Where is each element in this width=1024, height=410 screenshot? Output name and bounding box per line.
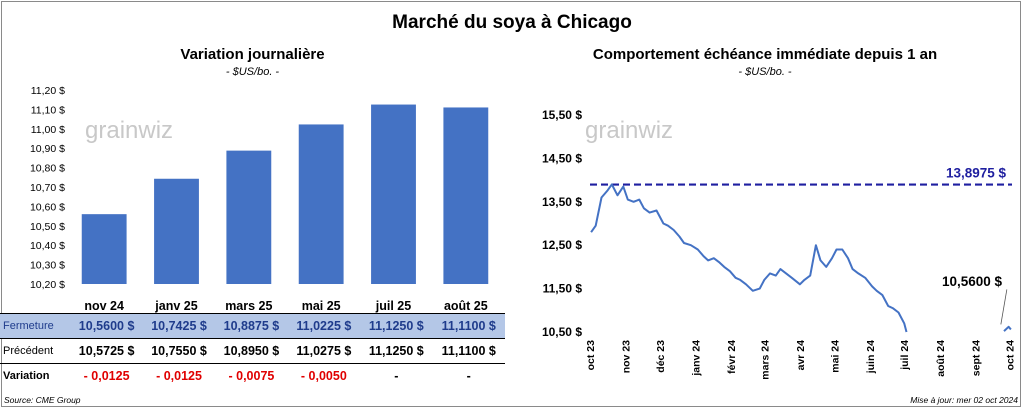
reference-label: 13,8975 $ — [946, 166, 1007, 181]
table-cell: 10,8950 $ — [215, 338, 288, 364]
bar — [226, 150, 272, 284]
x-tick-label: août 25 — [444, 299, 488, 313]
line-chart-title: Comportement échéance immédiate depuis 1… — [592, 46, 938, 63]
x-tick-label: janv 24 — [691, 340, 703, 377]
table-cell: - 0,0125 — [83, 369, 130, 383]
x-tick-label: mai 24 — [829, 340, 841, 373]
table-cell: - — [394, 369, 399, 383]
table-cell: 10,7425 $ — [142, 313, 216, 339]
x-tick-label: mars 24 — [759, 340, 771, 380]
table-row-close: Fermeture 10,5600 $ 10,7425 $ 10,8875 $ … — [0, 313, 505, 339]
x-tick-label: avr 24 — [795, 340, 807, 371]
table-cell: 11,0225 $ — [287, 313, 361, 339]
row-label: Fermeture — [0, 313, 71, 339]
y-tick-label: 14,50 $ — [542, 151, 582, 165]
y-tick-label: 10,90 $ — [30, 143, 65, 155]
last-value-label: 10,5600 $ — [942, 274, 1003, 289]
row-label: Précédent — [0, 338, 71, 364]
table-cell: 11,1250 $ — [360, 338, 433, 364]
table-cell: 11,1250 $ — [360, 313, 433, 339]
y-tick-label: 11,00 $ — [31, 124, 65, 136]
bar — [443, 107, 489, 285]
last-value-pointer — [1000, 289, 1008, 325]
price-table: Fermeture 10,5600 $ 10,7425 $ 10,8875 $ … — [0, 313, 505, 388]
y-tick-label: 11,50 $ — [543, 282, 583, 296]
bar-chart: grainwiz 10,20 $ 10,30 $ 10,40 $ 10,50 $ 10,… — [30, 85, 489, 313]
x-tick-label: mai 25 — [302, 299, 341, 313]
bar — [81, 214, 127, 284]
bar — [298, 124, 344, 284]
x-tick-label: juil 24 — [899, 340, 911, 371]
x-tick-label: févr 24 — [726, 340, 738, 374]
update-date: Mise à jour: mer 02 oct 2024 — [910, 395, 1018, 405]
watermark-logo: grainwiz — [585, 117, 673, 144]
table-cell: - 0,0125 — [156, 369, 202, 383]
x-tick-label: juil 25 — [375, 299, 411, 313]
price-line — [1003, 325, 1012, 332]
x-tick-label: oct 24 — [1005, 340, 1017, 371]
x-tick-label: nov 24 — [84, 299, 124, 313]
y-tick-label: 10,50 $ — [542, 325, 582, 339]
table-cell: 11,1100 $ — [432, 313, 505, 339]
x-tick-label: sept 24 — [970, 340, 982, 376]
bar — [154, 178, 199, 284]
y-tick-label: 10,50 $ — [30, 221, 65, 233]
price-line — [590, 183, 908, 333]
x-tick-label: déc 23 — [655, 340, 667, 373]
x-tick-label: juin 24 — [865, 340, 877, 374]
table-row-previous: Précédent 10,5725 $ 10,7550 $ 10,8950 $ … — [0, 338, 505, 364]
table-row-variation: Variation - 0,0125 - 0,0125 - 0,0075 - 0… — [0, 364, 505, 389]
table-cell: - — [466, 369, 471, 383]
table-cell: 10,5725 $ — [70, 338, 143, 364]
table-cell: 11,0275 $ — [287, 338, 361, 364]
watermark-logo: grainwiz — [85, 117, 173, 144]
y-tick-label: 10,20 $ — [30, 279, 65, 291]
table-cell: 11,1100 $ — [432, 338, 505, 364]
source-note: Source: CME Group — [4, 395, 81, 405]
table-cell: 10,8875 $ — [215, 313, 288, 339]
y-tick-label: 10,60 $ — [30, 201, 65, 213]
y-tick-label: 10,40 $ — [30, 240, 65, 252]
x-tick-label: août 24 — [935, 340, 947, 377]
table-cell: - 0,0075 — [228, 369, 275, 383]
line-chart-unit: - $US/bo. - — [738, 66, 792, 78]
y-tick-label: 12,50 $ — [542, 238, 582, 252]
y-tick-label: 10,70 $ — [30, 182, 65, 194]
x-tick-label: janv 25 — [154, 299, 197, 313]
x-tick-label: nov 23 — [621, 340, 633, 373]
table-cell: 10,5600 $ — [70, 313, 143, 339]
x-tick-label: oct 23 — [585, 340, 597, 371]
bar — [371, 104, 416, 284]
table-cell: - 0,0050 — [300, 369, 347, 383]
x-tick-label: mars 25 — [225, 299, 272, 313]
table-cell: 10,7550 $ — [142, 338, 216, 364]
y-tick-label: 10,80 $ — [30, 163, 65, 175]
y-tick-label: 10,30 $ — [30, 260, 65, 272]
row-label: Variation — [3, 370, 50, 382]
bar-chart-unit: - $US/bo. - — [225, 66, 280, 78]
y-tick-label: 11,10 $ — [31, 104, 65, 116]
y-tick-label: 15,50 $ — [542, 108, 582, 122]
y-tick-label: 11,20 $ — [31, 85, 65, 97]
y-tick-label: 13,50 $ — [542, 195, 582, 209]
bar-chart-title: Variation journalière — [180, 46, 325, 63]
line-chart: grainwiz 10,50 $ 11,50 $ 12,50 $ 13,50 $ 14,… — [542, 108, 1017, 380]
main-title: Marché du soya à Chicago — [392, 12, 632, 33]
